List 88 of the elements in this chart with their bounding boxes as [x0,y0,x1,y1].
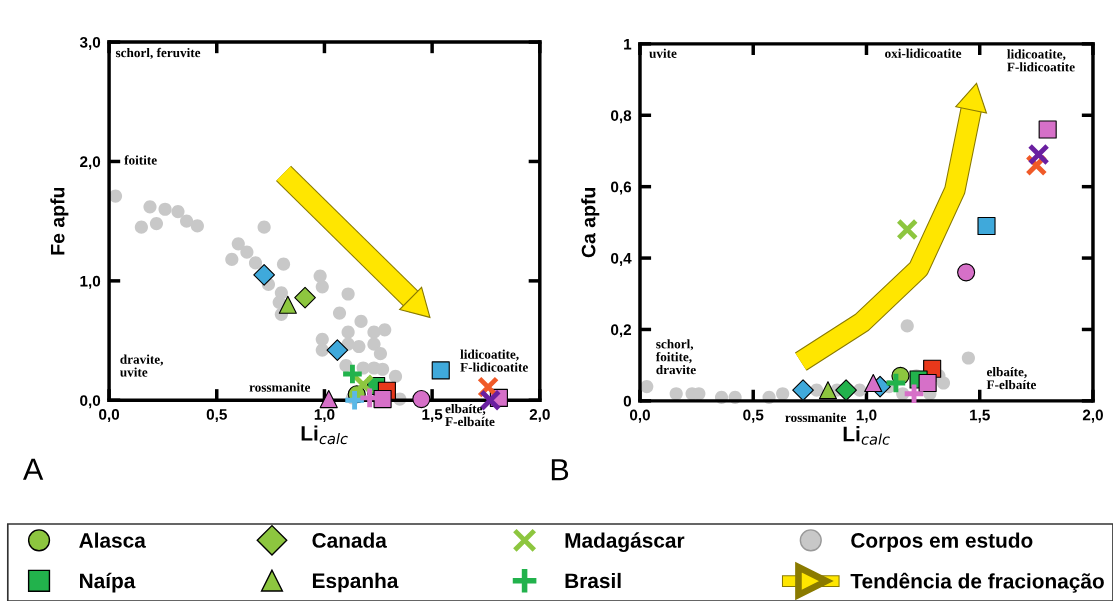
y-tick-label: 1,0 [80,275,101,289]
point [339,359,353,373]
y-tick-label: 0,6 [611,181,632,195]
point [315,343,329,357]
point [367,337,381,351]
text: elbaíte, F-elbaíte [445,403,495,427]
point [776,387,790,401]
point [315,332,329,346]
y-tick-label: 0,4 [611,252,632,266]
x-tick-label: 0,5 [743,409,764,423]
x-tick-label: 1,5 [422,409,443,423]
annotation: oxi-lidicoatite [885,48,962,58]
legend-label: Brasil [565,572,621,589]
annotation: lidicoatite, F-lidicoatite [460,349,528,372]
y-tick-label: 0,2 [611,324,632,338]
legend-label: Tendência de fracionação [850,572,1104,593]
point [900,319,914,333]
y-tick-label: 2,0 [80,156,101,170]
annotation: schorl, feruvite [115,47,201,60]
point [340,362,365,386]
x-tick-label: 1,0 [314,409,335,423]
point [1038,120,1057,139]
point [248,256,263,270]
y-axis-title: Fe apfu [50,187,69,255]
y-tick-label: 0,0 [80,395,101,409]
annotation: schorl, foitite, dravite [655,339,696,375]
x-tick-label: 1,0 [856,409,877,423]
point [149,216,164,231]
point [180,214,194,228]
x-axis-title: Li$_{calc}$ [301,425,348,445]
y-axis-title: Ca apfu [581,188,600,258]
point [190,219,204,233]
point [315,280,329,294]
point [669,387,683,401]
x-tick-label: 2,0 [529,409,550,423]
point [341,287,355,301]
annotation: dravite, uvite [120,354,163,377]
point [171,205,185,219]
point [354,314,368,329]
point [332,306,347,320]
y-tick-label: 0 [623,395,632,407]
point [373,390,392,409]
legend-label: Naípa [80,572,136,593]
point [342,388,367,413]
x-tick-label: 1,5 [970,409,990,423]
point [640,380,654,394]
point [240,245,254,259]
point [936,376,951,390]
annotation: foitite [124,155,157,165]
point [257,220,271,234]
point [143,200,157,214]
point [961,351,975,365]
x-tick-label: 0,5 [206,409,227,423]
point [792,379,814,402]
point [376,362,390,376]
annotation: uvite [649,48,677,58]
x-tick-label: 2,0 [1082,409,1103,423]
y-tick-label: 0,8 [611,110,632,124]
legend-label: Espanha [312,572,399,593]
point [225,252,239,266]
point [388,369,403,383]
text: B [551,459,569,481]
annotation: rossmanite [249,382,311,392]
point [373,347,388,361]
text: A [22,458,44,480]
text: rossmanite [785,412,846,423]
point [918,373,937,393]
annotation: elbaíte, F-elbaíte [986,367,1036,390]
point [253,264,275,286]
legend-label: Madagáscar [565,532,685,553]
point [276,257,291,271]
y-tick-label: 1 [624,38,632,50]
point [341,325,355,339]
annotation: lidicoatite, F-lidicoatite [1007,49,1075,72]
point [1027,143,1050,166]
legend-label: Corpos em estudo [851,532,1033,552]
legend-label: Alasca [79,532,146,548]
point [231,237,245,251]
point [134,220,148,234]
x-axis-title: Li$_{calc}$ [843,426,890,445]
point [158,202,172,216]
x-tick-label: 0,0 [99,409,120,423]
point [884,371,908,395]
point [352,339,366,354]
legend-label: Canada [312,532,387,548]
point [378,323,392,337]
y-tick-label: 3,0 [79,36,101,50]
point [326,339,349,361]
